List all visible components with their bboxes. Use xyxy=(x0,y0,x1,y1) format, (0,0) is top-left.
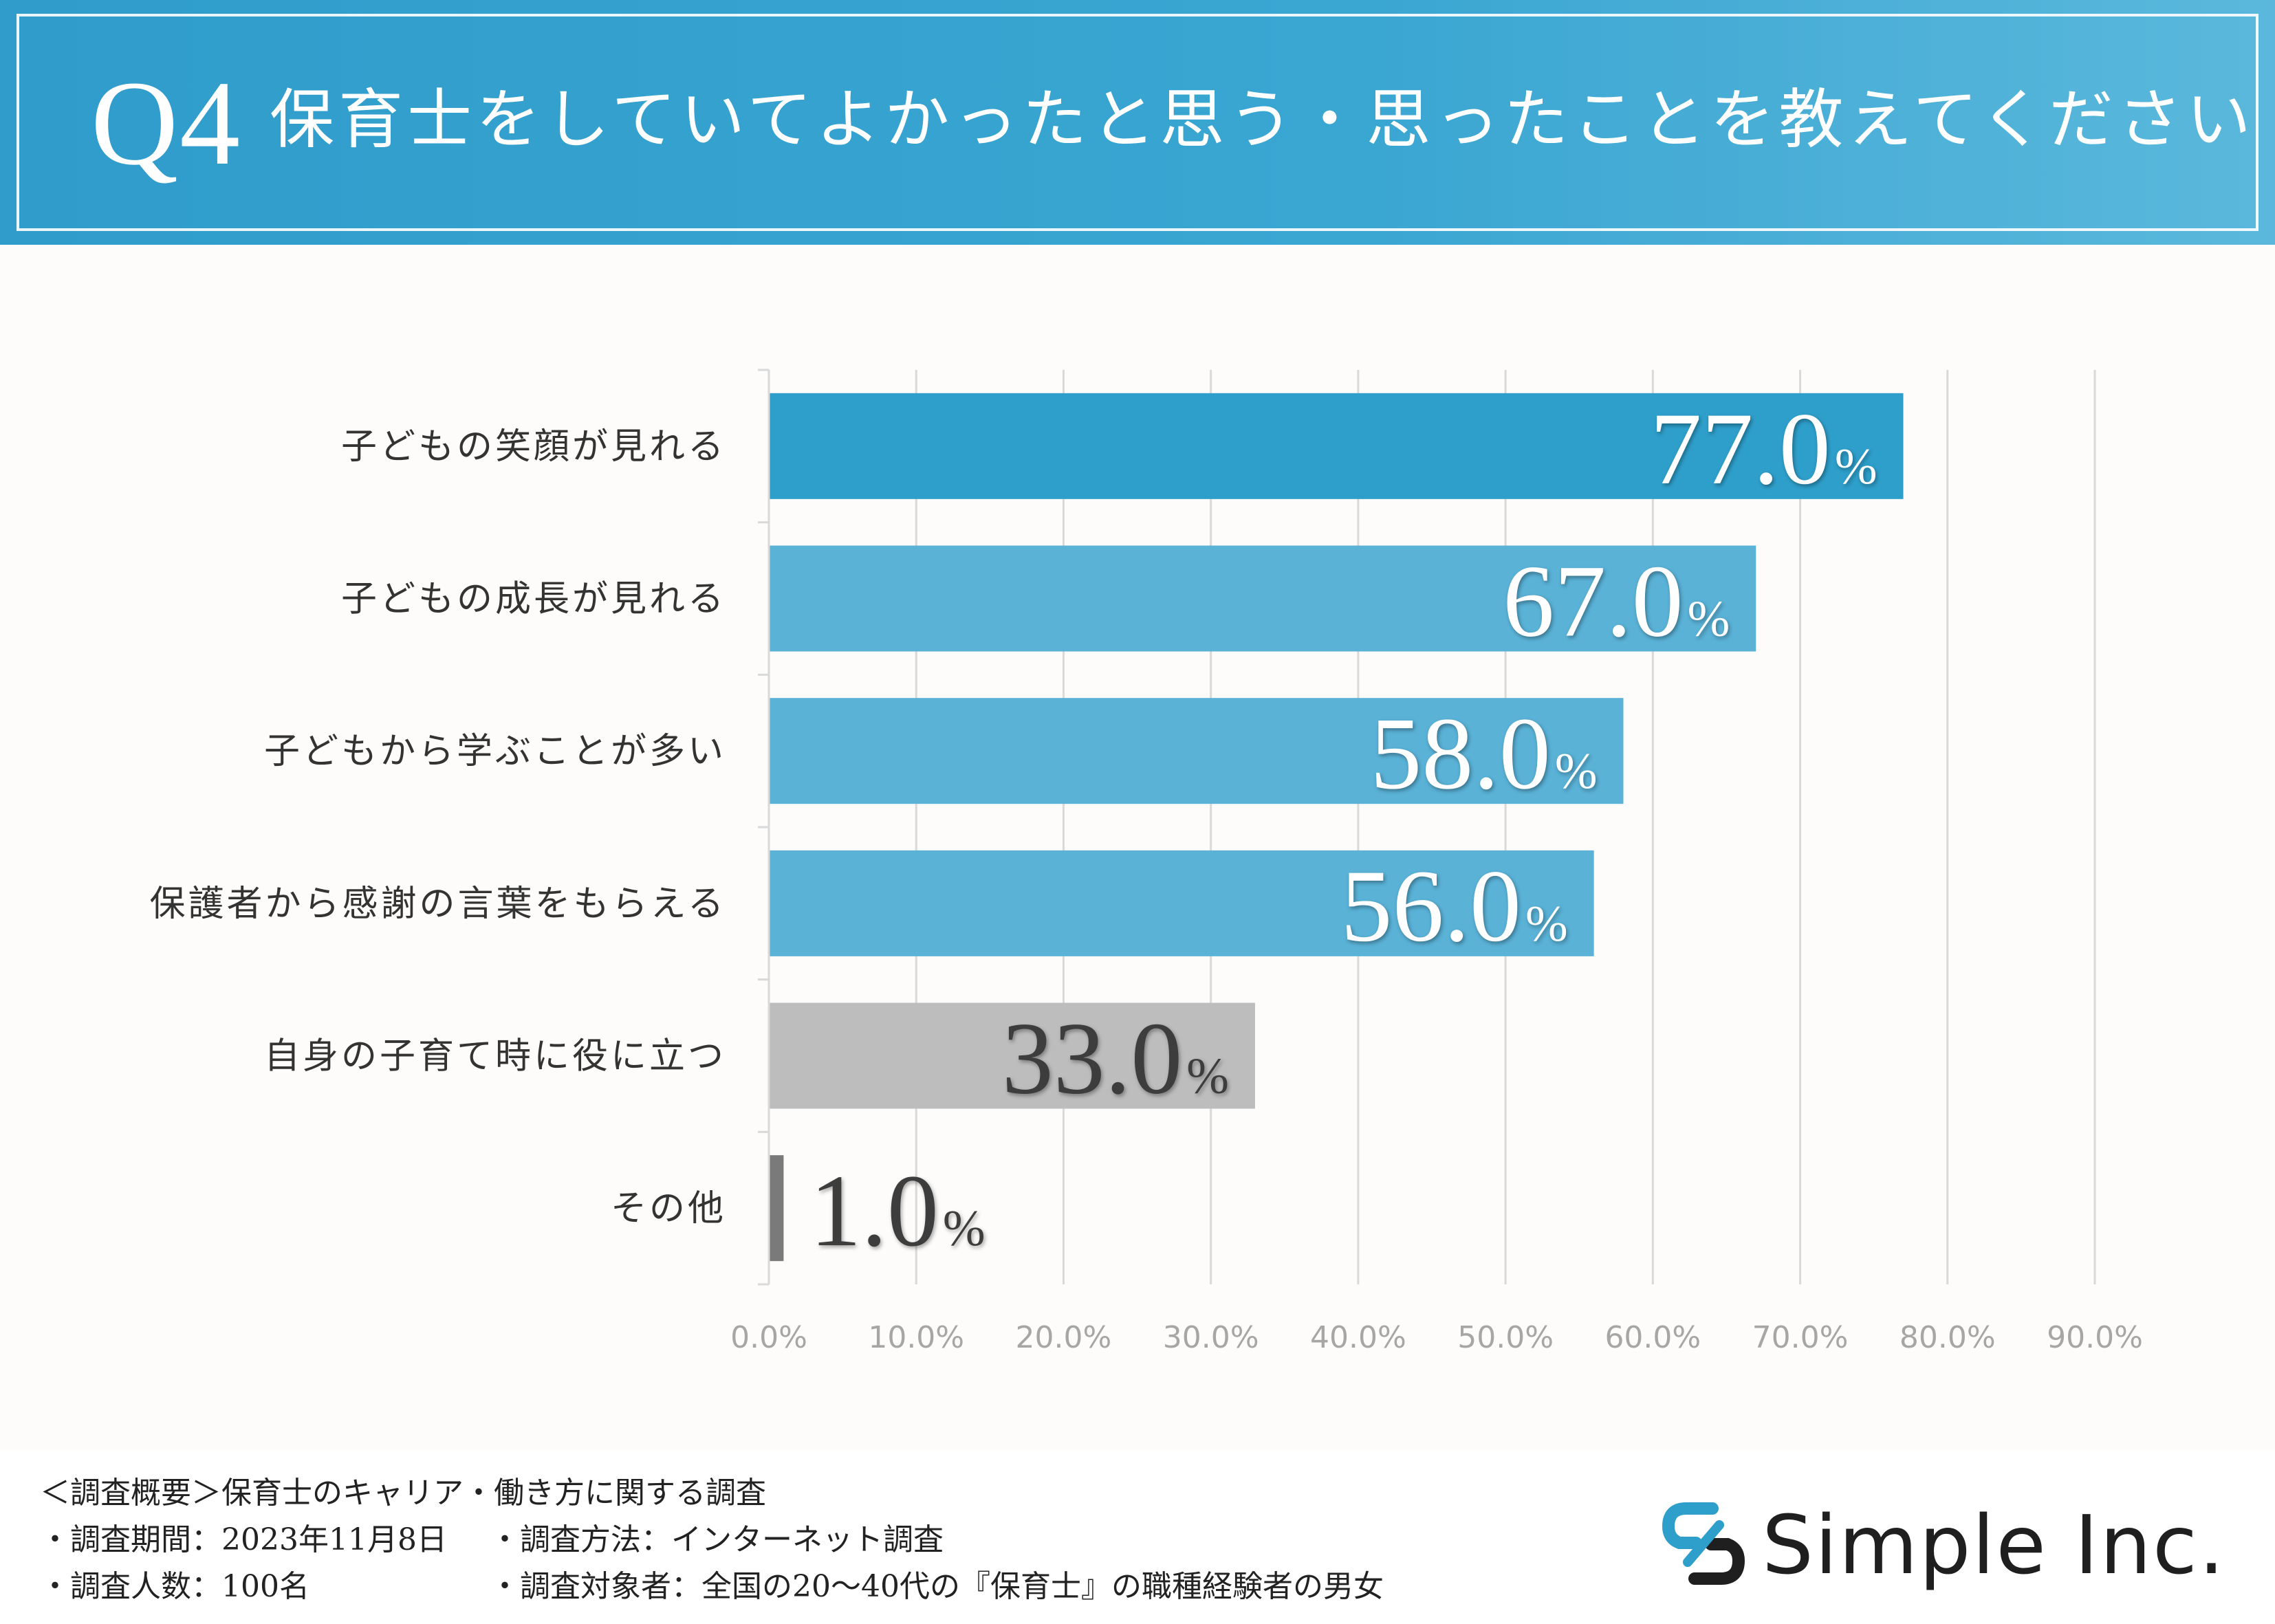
bar xyxy=(769,698,1624,804)
data-label-value: 33.0 xyxy=(1002,1002,1183,1116)
gridlines xyxy=(915,370,2096,1284)
x-tick-label: 20.0% xyxy=(1016,1320,1112,1355)
header-frame xyxy=(17,14,2258,231)
category-label: 保護者から感謝の言葉をもらえる xyxy=(150,884,726,925)
survey-target: ・調査対象者：全国の20〜40代の『保育士』の職種経験者の男女 xyxy=(490,1569,1384,1604)
x-tick-label: 40.0% xyxy=(1310,1320,1406,1355)
data-label-value: 77.0 xyxy=(1650,392,1831,506)
survey-count: ・調査人数：100名 xyxy=(40,1569,309,1604)
survey-period: ・調査期間：2023年11月8日 xyxy=(40,1522,447,1557)
question-title: 保育士をしていてよかったと思う・思ったことを教えてください xyxy=(270,83,2255,157)
x-tick-label: 0.0% xyxy=(730,1320,807,1355)
data-label-suffix: % xyxy=(1555,743,1598,800)
x-tick-label: 80.0% xyxy=(1900,1320,1996,1355)
data-label: 77.0% xyxy=(1650,392,1877,506)
category-label: 自身の子育て時に役に立つ xyxy=(264,1036,726,1077)
bar xyxy=(769,1155,784,1262)
category-label: 子どもから学ぶことが多い xyxy=(264,731,726,772)
survey-summary: ＜調査概要＞保育士のキャリア・働き方に関する調査 xyxy=(40,1475,766,1511)
survey-footer xyxy=(0,1451,2275,1624)
chain-link-s-icon xyxy=(1662,1502,1745,1585)
question-number: Q4 xyxy=(91,56,242,190)
data-label-suffix: % xyxy=(1525,896,1568,952)
x-tick-label: 30.0% xyxy=(1163,1320,1259,1355)
category-label: 子どもの笑顔が見れる xyxy=(341,426,726,468)
data-label: 33.0% xyxy=(1002,1002,1229,1116)
data-label-value: 56.0 xyxy=(1340,849,1521,963)
bar xyxy=(769,545,1756,652)
data-label: 67.0% xyxy=(1503,545,1730,659)
axis: 0.0% 10.0% 20.0% 30.0% 40.0% 50.0% 60.0% 70.0% 8… xyxy=(150,369,2143,1355)
data-label-value: 58.0 xyxy=(1370,696,1551,811)
data-label-suffix: % xyxy=(1835,439,1877,495)
x-tick-label: 70.0% xyxy=(1752,1320,1849,1355)
bar xyxy=(769,1002,1255,1109)
bar-chart: 77.0%67.0%58.0%56.0%33.0%1.0% 0.0% 10.0% 2… xyxy=(150,369,2143,1355)
bar xyxy=(769,850,1594,956)
data-label-suffix: % xyxy=(1186,1049,1229,1105)
data-label-suffix: % xyxy=(943,1200,986,1257)
company-name: Simple Inc. xyxy=(1762,1497,2226,1592)
bar xyxy=(769,393,1904,499)
company-logo: Simple Inc. xyxy=(1659,1497,2243,1592)
data-label-value: 67.0 xyxy=(1503,545,1684,659)
category-label: 子どもの成長が見れる xyxy=(341,579,726,620)
bars: 77.0%67.0%58.0%56.0%33.0%1.0% xyxy=(769,392,1904,1268)
x-tick-label: 60.0% xyxy=(1604,1320,1701,1355)
x-tick-label: 90.0% xyxy=(2047,1320,2143,1355)
data-label-suffix: % xyxy=(1688,591,1730,648)
data-label: 56.0% xyxy=(1340,849,1567,963)
x-tick-label: 10.0% xyxy=(868,1320,964,1355)
data-label-value: 1.0 xyxy=(809,1154,939,1268)
data-label: 58.0% xyxy=(1370,696,1597,811)
x-tick-label: 50.0% xyxy=(1457,1320,1554,1355)
question-header: Q4 保育士をしていてよかったと思う・思ったことを教えてください xyxy=(0,0,2275,245)
data-label: 1.0% xyxy=(809,1154,985,1268)
category-label: その他 xyxy=(611,1188,726,1229)
survey-method: ・調査方法：インターネット調査 xyxy=(490,1522,944,1557)
